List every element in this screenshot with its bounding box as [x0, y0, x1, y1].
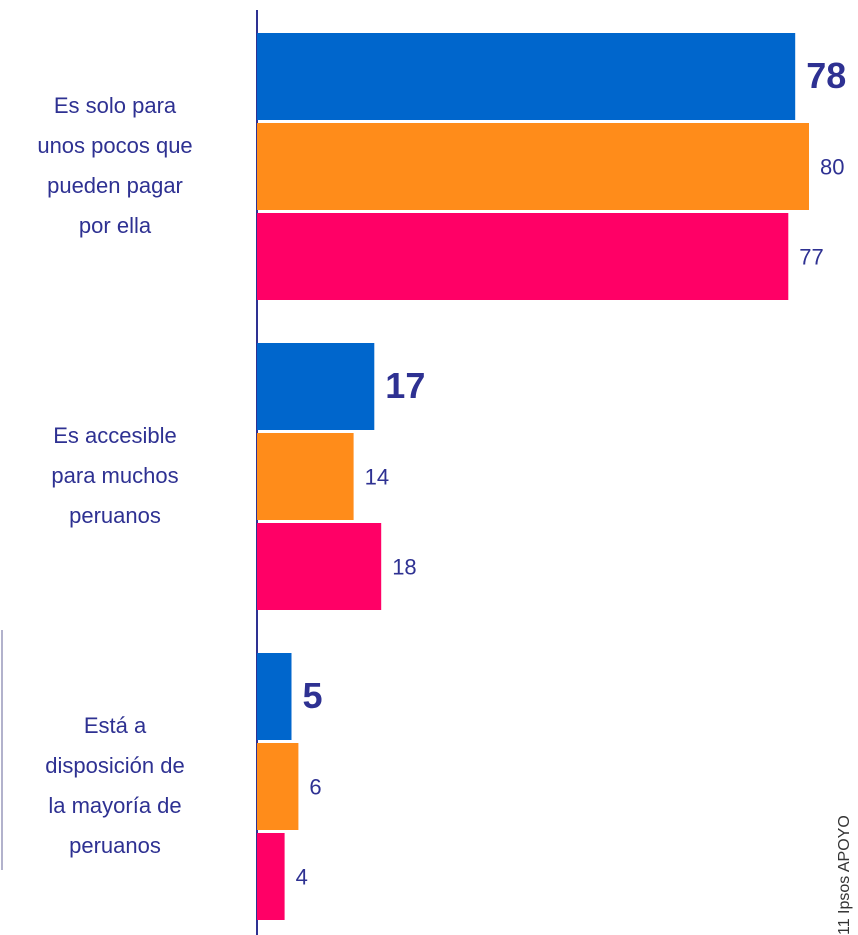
value-label: 18: [392, 554, 416, 579]
bar: [257, 523, 382, 610]
bar: [257, 743, 299, 830]
value-label: 14: [365, 464, 389, 489]
value-label: 4: [296, 864, 308, 889]
source-text: 11 Ipsos APOYO: [836, 815, 853, 935]
bar: [257, 343, 375, 430]
category-label: Es accesible para muchos peruanos: [51, 423, 179, 528]
category-label: Está a disposición de la mayoría de peru…: [45, 713, 185, 858]
value-label: 6: [309, 774, 321, 799]
bar: [257, 123, 809, 210]
bar: [257, 33, 796, 120]
category-label: Es solo para unos pocos que pueden pagar…: [37, 93, 193, 238]
value-label: 77: [799, 244, 823, 269]
bar: [257, 833, 285, 920]
value-label: 80: [820, 154, 844, 179]
value-label: 78: [806, 55, 846, 96]
bar: [257, 433, 354, 520]
value-label: 17: [385, 365, 425, 406]
bar: [257, 653, 292, 740]
value-label: 5: [303, 675, 323, 716]
bar: [257, 213, 789, 300]
